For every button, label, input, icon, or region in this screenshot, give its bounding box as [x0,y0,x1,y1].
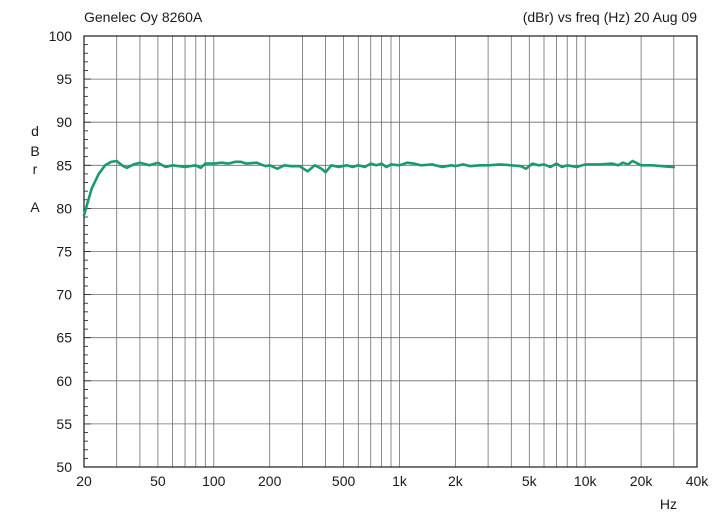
plot-frame [83,35,698,468]
y-axis-label-letter-2: B [30,143,39,159]
y-tick-label: 80 [56,200,72,216]
y-tick-label: 100 [49,28,73,44]
chart-title-right: (dBr) vs freq (Hz) 20 Aug 09 [523,9,698,25]
y-tick-label: 95 [56,71,72,87]
chart-title-left: Genelec Oy 8260A [84,9,203,25]
grid [83,35,698,468]
tick-marks [84,35,91,468]
y-axis-label-letter-3: r [33,161,38,177]
y-tick-label: 70 [56,287,72,303]
y-tick-label: 85 [56,157,72,173]
series-layer [82,159,676,217]
x-tick-label: 100 [202,473,226,489]
response-curve-line [82,159,676,217]
x-tick-label: 200 [258,473,282,489]
x-tick-label: 20 [76,473,92,489]
x-tick-label: 50 [150,473,166,489]
x-tick-label: 5k [522,473,538,489]
y-tick-label: 75 [56,244,72,260]
y-tick-label: 50 [56,459,72,475]
y-tick-label: 60 [56,373,72,389]
y-axis-label-letter-1: d [31,123,39,139]
y-tick-label: 90 [56,114,72,130]
x-tick-label: 1k [392,473,408,489]
y-tick-label: 55 [56,416,72,432]
x-axis-label: Hz [660,496,677,512]
x-tick-label: 500 [332,473,356,489]
y-tick-label: 65 [56,330,72,346]
x-tick-label: 2k [448,473,464,489]
y-axis-label-letter-4: A [30,199,40,215]
x-tick-label: 10k [574,473,598,489]
x-tick-label: 40k [686,473,710,489]
x-tick-label: 20k [630,473,654,489]
